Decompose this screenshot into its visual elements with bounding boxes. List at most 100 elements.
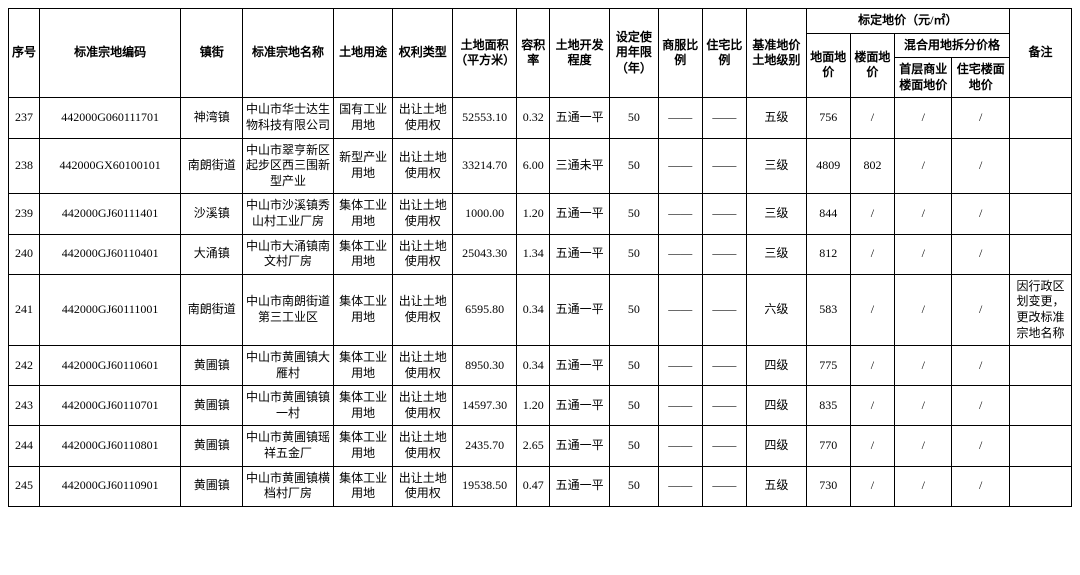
- header-mixed-group: 混合用地拆分价格: [895, 33, 1010, 58]
- cell-price_grade: 六级: [747, 274, 807, 345]
- cell-commercial_ratio: ——: [658, 274, 702, 345]
- cell-remarks: [1009, 346, 1071, 386]
- cell-right_type: 出让土地使用权: [393, 98, 453, 138]
- table-row: 242442000GJ60110601黄圃镇中山市黄圃镇大雁村集体工业用地出让土…: [9, 346, 1072, 386]
- table-row: 240442000GJ60110401大涌镇中山市大涌镇南文村厂房集体工业用地出…: [9, 234, 1072, 274]
- cell-remarks: [1009, 234, 1071, 274]
- table-body: 237442000G060111701神湾镇中山市华士达生物科技有限公司国有工业…: [9, 98, 1072, 506]
- header-remarks: 备注: [1009, 9, 1071, 98]
- cell-floor_price: /: [850, 466, 894, 506]
- cell-right_type: 出让土地使用权: [393, 466, 453, 506]
- cell-mixed_residential: /: [952, 274, 1009, 345]
- table-header: 序号 标准宗地编码 镇街 标准宗地名称 土地用途 权利类型 土地面积（平方米） …: [9, 9, 1072, 98]
- cell-price_grade: 三级: [747, 234, 807, 274]
- cell-commercial_ratio: ——: [658, 346, 702, 386]
- table-row: 239442000GJ60111401沙溪镇中山市沙溪镇秀山村工业厂房集体工业用…: [9, 194, 1072, 234]
- cell-dev_level: 五通一平: [550, 426, 610, 466]
- cell-floor_price: /: [850, 274, 894, 345]
- cell-parcel_name: 中山市翠亨新区起步区西三围新型产业: [243, 138, 334, 194]
- cell-town: 黄圃镇: [181, 426, 243, 466]
- cell-land_use: 国有工业用地: [333, 98, 393, 138]
- cell-commercial_ratio: ——: [658, 234, 702, 274]
- cell-parcel_code: 442000GJ60111001: [39, 274, 180, 345]
- cell-parcel_name: 中山市黄圃镇镇一村: [243, 386, 334, 426]
- cell-mixed_residential: /: [952, 346, 1009, 386]
- table-row: 244442000GJ60110801黄圃镇中山市黄圃镇瑶祥五金厂集体工业用地出…: [9, 426, 1072, 466]
- cell-area: 2435.70: [453, 426, 517, 466]
- cell-ground_price: 844: [806, 194, 850, 234]
- table-row: 243442000GJ60110701黄圃镇中山市黄圃镇镇一村集体工业用地出让土…: [9, 386, 1072, 426]
- cell-floor_price: /: [850, 234, 894, 274]
- cell-residential_ratio: ——: [702, 426, 746, 466]
- cell-commercial_ratio: ——: [658, 138, 702, 194]
- header-right-type: 权利类型: [393, 9, 453, 98]
- cell-mixed_residential: /: [952, 194, 1009, 234]
- cell-ground_price: 730: [806, 466, 850, 506]
- cell-remarks: [1009, 466, 1071, 506]
- cell-parcel_code: 442000GJ60110901: [39, 466, 180, 506]
- cell-remarks: 因行政区划变更，更改标准宗地名称: [1009, 274, 1071, 345]
- cell-floor_price: /: [850, 386, 894, 426]
- cell-right_type: 出让土地使用权: [393, 274, 453, 345]
- cell-town: 黄圃镇: [181, 386, 243, 426]
- cell-use_years: 50: [610, 426, 659, 466]
- cell-parcel_name: 中山市沙溪镇秀山村工业厂房: [243, 194, 334, 234]
- cell-remarks: [1009, 98, 1071, 138]
- cell-parcel_code: 442000GJ60110701: [39, 386, 180, 426]
- cell-use_years: 50: [610, 346, 659, 386]
- cell-ground_price: 770: [806, 426, 850, 466]
- header-seq: 序号: [9, 9, 40, 98]
- cell-area: 6595.80: [453, 274, 517, 345]
- cell-ground_price: 812: [806, 234, 850, 274]
- cell-mixed_residential: /: [952, 466, 1009, 506]
- header-area: 土地面积（平方米）: [453, 9, 517, 98]
- cell-floor_ratio: 0.32: [517, 98, 550, 138]
- cell-remarks: [1009, 426, 1071, 466]
- header-mixed-residential: 住宅楼面地价: [952, 58, 1009, 98]
- cell-mixed_commercial: /: [895, 234, 952, 274]
- cell-dev_level: 五通一平: [550, 466, 610, 506]
- cell-commercial_ratio: ——: [658, 98, 702, 138]
- cell-seq: 241: [9, 274, 40, 345]
- cell-parcel_code: 442000GJ60111401: [39, 194, 180, 234]
- cell-mixed_commercial: /: [895, 194, 952, 234]
- table-row: 241442000GJ60111001南朗街道中山市南朗街道第三工业区集体工业用…: [9, 274, 1072, 345]
- cell-seq: 239: [9, 194, 40, 234]
- header-ground-price: 地面地价: [806, 33, 850, 98]
- cell-use_years: 50: [610, 274, 659, 345]
- cell-seq: 240: [9, 234, 40, 274]
- cell-parcel_code: 442000GJ60110801: [39, 426, 180, 466]
- cell-dev_level: 五通一平: [550, 274, 610, 345]
- cell-price_grade: 三级: [747, 138, 807, 194]
- cell-parcel_code: 442000GJ60110401: [39, 234, 180, 274]
- cell-floor_price: /: [850, 194, 894, 234]
- cell-remarks: [1009, 194, 1071, 234]
- header-floor-ratio: 容积率: [517, 9, 550, 98]
- cell-right_type: 出让土地使用权: [393, 234, 453, 274]
- cell-land_use: 集体工业用地: [333, 194, 393, 234]
- cell-use_years: 50: [610, 138, 659, 194]
- land-price-table: 序号 标准宗地编码 镇街 标准宗地名称 土地用途 权利类型 土地面积（平方米） …: [8, 8, 1072, 507]
- cell-area: 19538.50: [453, 466, 517, 506]
- cell-floor_ratio: 1.34: [517, 234, 550, 274]
- cell-commercial_ratio: ——: [658, 194, 702, 234]
- cell-area: 8950.30: [453, 346, 517, 386]
- cell-remarks: [1009, 138, 1071, 194]
- cell-residential_ratio: ——: [702, 346, 746, 386]
- cell-right_type: 出让土地使用权: [393, 194, 453, 234]
- cell-town: 黄圃镇: [181, 466, 243, 506]
- cell-land_use: 集体工业用地: [333, 274, 393, 345]
- cell-parcel_name: 中山市黄圃镇横档村厂房: [243, 466, 334, 506]
- cell-mixed_residential: /: [952, 234, 1009, 274]
- cell-parcel_name: 中山市黄圃镇大雁村: [243, 346, 334, 386]
- cell-price_grade: 五级: [747, 98, 807, 138]
- cell-price_grade: 三级: [747, 194, 807, 234]
- header-commercial-ratio: 商服比例: [658, 9, 702, 98]
- cell-residential_ratio: ——: [702, 274, 746, 345]
- cell-commercial_ratio: ——: [658, 386, 702, 426]
- cell-floor_ratio: 0.47: [517, 466, 550, 506]
- cell-residential_ratio: ——: [702, 98, 746, 138]
- header-residential-ratio: 住宅比例: [702, 9, 746, 98]
- cell-use_years: 50: [610, 98, 659, 138]
- cell-right_type: 出让土地使用权: [393, 346, 453, 386]
